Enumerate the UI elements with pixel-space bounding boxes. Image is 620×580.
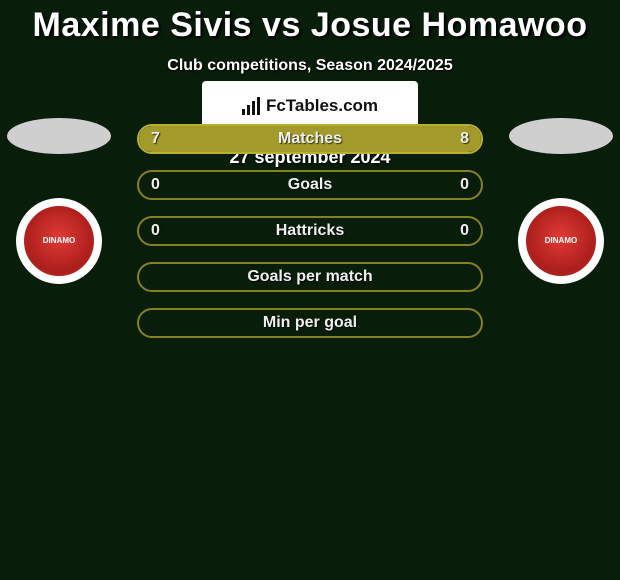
- bar-fill-left: [139, 126, 299, 152]
- stat-label: Goals: [288, 176, 332, 194]
- stat-label: Goals per match: [247, 268, 372, 286]
- stat-value-left: 7: [151, 130, 160, 148]
- avatar-left: [7, 118, 111, 154]
- club-badge-right-label: DINAMO: [526, 206, 596, 276]
- site-logo-icon: [242, 97, 260, 115]
- stat-label: Matches: [278, 130, 342, 148]
- player-right-column: DINAMO: [506, 118, 616, 284]
- comparison-card: Maxime Sivis vs Josue Homawoo Club compe…: [0, 0, 620, 580]
- stat-value-left: 0: [151, 176, 160, 194]
- club-badge-left: DINAMO: [16, 198, 102, 284]
- stat-row: Goals per match: [137, 262, 483, 292]
- avatar-right: [509, 118, 613, 154]
- subtitle: Club competitions, Season 2024/2025: [0, 57, 620, 75]
- club-badge-right: DINAMO: [518, 198, 604, 284]
- stat-value-right: 0: [460, 176, 469, 194]
- player-left-column: DINAMO: [4, 118, 114, 284]
- stat-value-right: 8: [460, 130, 469, 148]
- stat-value-left: 0: [151, 222, 160, 240]
- stat-label: Min per goal: [263, 314, 357, 332]
- stat-label: Hattricks: [276, 222, 344, 240]
- stat-bars: 7 8 Matches 0 0 Goals 0 0 Hattricks Goals per mat…: [137, 124, 483, 354]
- stat-value-right: 0: [460, 222, 469, 240]
- stat-row: 7 8 Matches: [137, 124, 483, 154]
- club-badge-left-label: DINAMO: [24, 206, 94, 276]
- stat-row: 0 0 Goals: [137, 170, 483, 200]
- stat-row: Min per goal: [137, 308, 483, 338]
- stat-row: 0 0 Hattricks: [137, 216, 483, 246]
- page-title: Maxime Sivis vs Josue Homawoo: [0, 0, 620, 45]
- site-name: FcTables.com: [266, 96, 378, 116]
